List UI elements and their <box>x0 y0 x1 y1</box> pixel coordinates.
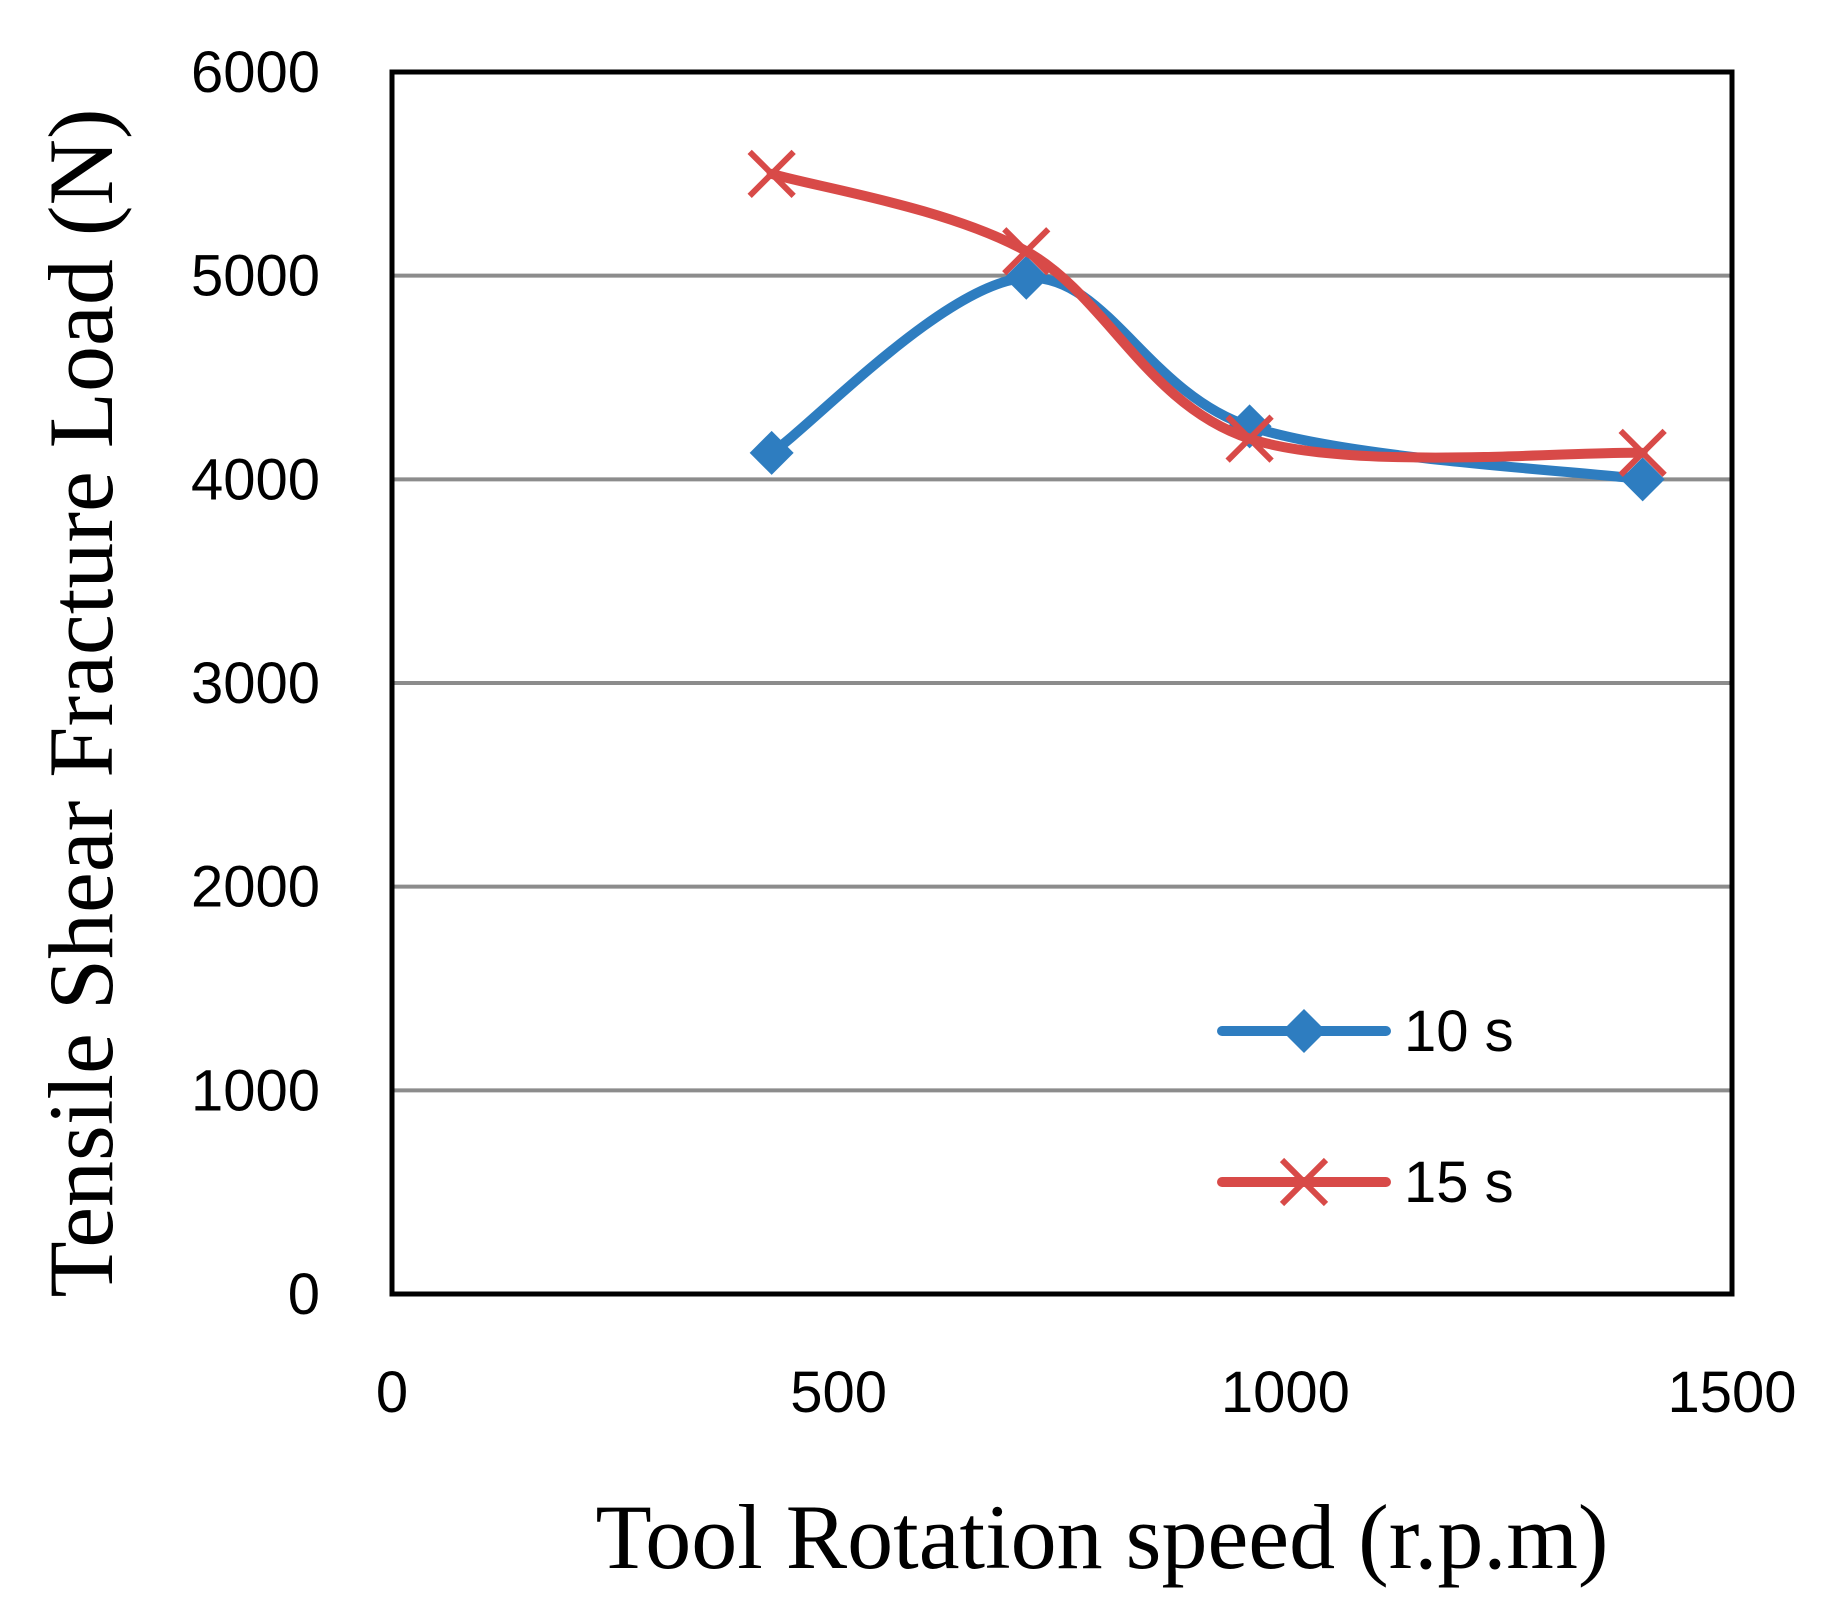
x-tick-label: 0 <box>376 1360 408 1425</box>
y-tick-label: 0 <box>288 1262 320 1327</box>
data-point-1-1 <box>1002 227 1051 276</box>
series-line-0 <box>766 272 1648 485</box>
y-tick-label: 4000 <box>191 447 320 512</box>
x-tick-label: 1500 <box>1667 1360 1796 1425</box>
y-tick-label: 6000 <box>191 40 320 105</box>
x-tick-label: 1000 <box>1221 1360 1350 1425</box>
y-axis-ticks: 0 1000 2000 3000 4000 5000 6000 <box>191 40 320 1327</box>
legend-item-1: 15 s <box>1217 1150 1514 1215</box>
x-tick-label: 500 <box>790 1360 887 1425</box>
data-point-0-0 <box>749 430 794 475</box>
data-point-0-1 <box>1004 255 1049 300</box>
legend-label: 15 s <box>1404 1150 1514 1215</box>
y-tick-label: 5000 <box>191 244 320 309</box>
legend-swatch-marker <box>1282 1009 1326 1053</box>
legend-item-0: 10 s <box>1217 999 1514 1064</box>
x-axis-ticks: 0 500 1000 1500 <box>376 1360 1797 1425</box>
data-point-1-2 <box>1225 414 1274 463</box>
series-layer <box>747 149 1667 502</box>
data-point-1-0 <box>747 149 796 198</box>
gridlines <box>392 273 1732 1093</box>
data-point-1-3 <box>1618 428 1667 477</box>
legend-label: 10 s <box>1404 999 1514 1064</box>
y-tick-label: 1000 <box>191 1058 320 1123</box>
data-point-0-3 <box>1620 457 1665 502</box>
y-tick-label: 3000 <box>191 651 320 716</box>
series-line-1 <box>766 168 1648 463</box>
x-axis-title: Tool Rotation speed (r.p.m) <box>595 1486 1608 1588</box>
legend: 10 s 15 s <box>1217 999 1514 1215</box>
series-1 <box>747 149 1667 477</box>
y-tick-label: 2000 <box>191 855 320 920</box>
y-axis-title: Tensile Shear Fracture Load (N) <box>30 108 132 1297</box>
plot-area <box>389 69 1735 1297</box>
legend-swatch-marker <box>1279 1157 1329 1207</box>
